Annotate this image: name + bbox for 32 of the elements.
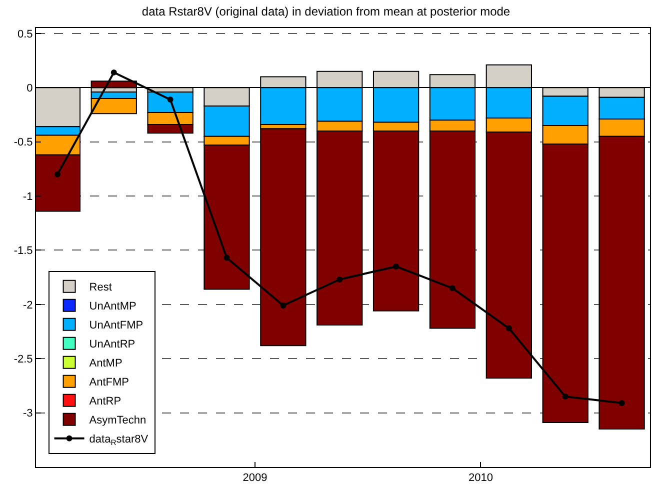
legend-label: AntFMP	[89, 376, 130, 389]
legend-label: UnAntRP	[89, 338, 136, 351]
y-tick-label: -1.5	[14, 245, 33, 258]
x-tick-label: 2009	[242, 472, 268, 484]
y-tick-label: -2	[23, 299, 33, 312]
point	[54, 171, 60, 178]
legend-label: data$_{R}$star8V	[89, 434, 149, 447]
y-tick-label: -2.5	[14, 353, 33, 366]
point	[618, 400, 625, 406]
y-tick-label: -1	[23, 190, 33, 203]
point	[336, 276, 343, 282]
y-tick-label: -0.5	[14, 136, 33, 149]
chart-title: data Rstar8V (original data) in deviation from mean at posterior mode	[142, 4, 510, 19]
legend-label: UnAntMP	[89, 300, 136, 313]
point	[167, 96, 174, 103]
legend-label: UnAntFMP	[89, 320, 144, 332]
y-tick-label: -3	[23, 408, 33, 420]
legend-label: AntRP	[89, 396, 122, 408]
point	[280, 302, 286, 308]
x-tick-label: 2010	[468, 472, 493, 484]
y-tick-label: 0.5	[18, 28, 33, 40]
point	[393, 263, 400, 270]
legend-label: AntMP	[89, 358, 122, 370]
legend-label: Rest	[89, 282, 112, 294]
legend-label: AsymTechn	[89, 414, 146, 427]
point	[562, 394, 568, 400]
point	[449, 285, 456, 292]
bar	[260, 128, 306, 346]
point	[110, 69, 117, 76]
y-tick-label: 0	[26, 82, 33, 94]
point	[506, 325, 512, 332]
point	[224, 254, 230, 261]
